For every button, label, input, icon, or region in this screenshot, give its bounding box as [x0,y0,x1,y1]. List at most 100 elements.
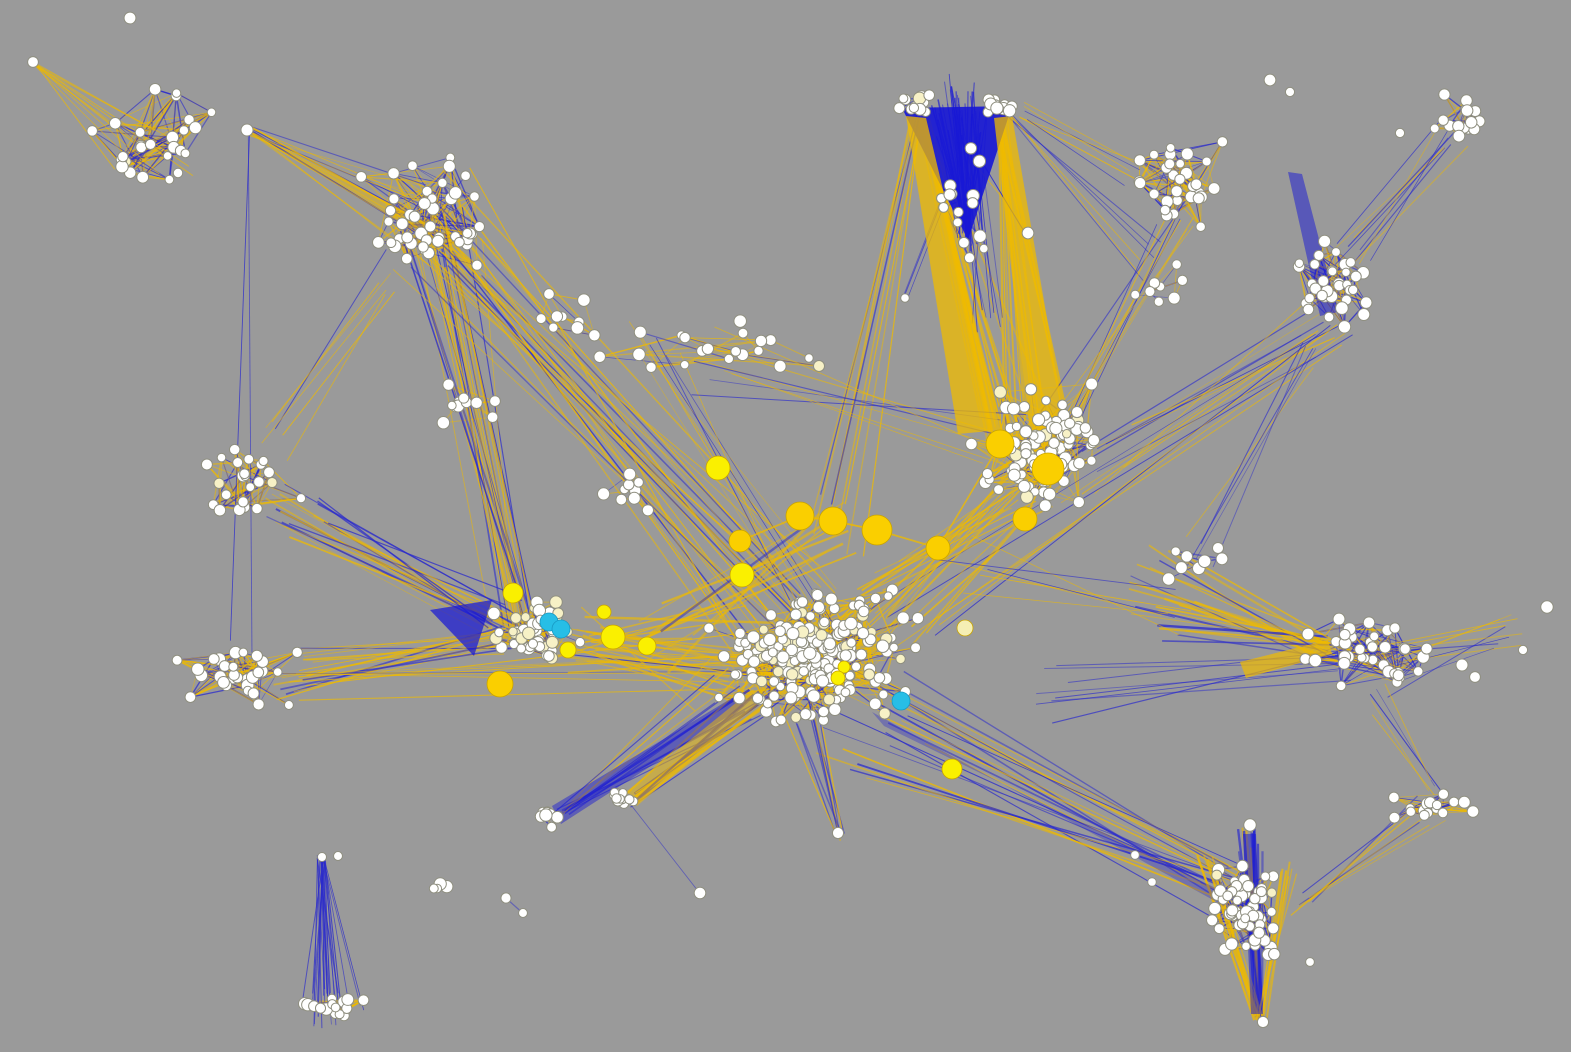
graph-node[interactable] [1197,554,1212,568]
graph-node[interactable] [164,174,175,185]
graph-node[interactable] [785,668,799,681]
graph-node[interactable] [958,236,970,249]
graph-node[interactable] [823,637,837,651]
graph-node[interactable] [1041,395,1051,406]
graph-node-highlight-gold[interactable] [861,514,893,546]
graph-node[interactable] [857,605,870,618]
graph-node[interactable] [804,353,814,363]
graph-node[interactable] [494,627,505,638]
graph-node[interactable] [518,908,528,918]
graph-node[interactable] [232,457,244,468]
graph-node[interactable] [458,392,470,404]
graph-node[interactable] [908,102,920,114]
graph-node-highlight-gold[interactable] [1012,506,1038,532]
graph-node[interactable] [796,596,809,608]
graph-node[interactable] [1070,406,1084,419]
graph-node[interactable] [765,609,777,622]
graph-node[interactable] [895,653,906,665]
graph-node[interactable] [1337,656,1351,670]
graph-node-highlight-lemon[interactable] [637,636,657,656]
graph-node[interactable] [437,177,448,189]
graph-node[interactable] [408,210,421,223]
graph-node[interactable] [622,478,635,491]
graph-node[interactable] [993,385,1007,399]
graph-node-highlight-cyan[interactable] [551,619,571,639]
graph-node[interactable] [1195,221,1206,232]
graph-node[interactable] [1165,143,1176,153]
graph-node[interactable] [548,322,559,333]
graph-node[interactable] [1317,275,1330,287]
graph-node[interactable] [1002,104,1017,118]
graph-node[interactable] [1057,399,1068,411]
graph-node[interactable] [1174,173,1186,185]
graph-node[interactable] [217,676,230,689]
graph-node[interactable] [574,637,586,648]
graph-node[interactable] [1517,644,1529,656]
graph-node[interactable] [869,592,882,605]
graph-node[interactable] [1266,887,1277,898]
graph-node[interactable] [1232,895,1243,906]
graph-node[interactable] [1350,270,1362,283]
graph-node[interactable] [1540,600,1554,614]
graph-node[interactable] [733,314,747,328]
graph-node[interactable] [1263,73,1277,87]
graph-node[interactable] [993,484,1005,495]
graph-node[interactable] [1147,877,1157,887]
graph-node[interactable] [253,476,265,488]
graph-node[interactable] [943,188,956,201]
graph-node[interactable] [266,476,278,489]
graph-node[interactable] [172,167,184,179]
graph-node[interactable] [1038,499,1052,513]
graph-node[interactable] [171,654,183,666]
graph-node[interactable] [1268,947,1281,961]
graph-node[interactable] [972,154,987,168]
graph-node[interactable] [855,648,868,661]
graph-node[interactable] [1345,257,1356,268]
graph-node[interactable] [734,627,746,639]
graph-node[interactable] [1213,923,1225,935]
graph-node[interactable] [896,611,910,625]
graph-node[interactable] [330,1002,341,1013]
graph-node[interactable] [1207,182,1221,195]
graph-node[interactable] [263,466,275,479]
graph-node[interactable] [1431,799,1443,811]
graph-node-highlight-lemon[interactable] [502,582,524,604]
graph-node[interactable] [500,892,512,904]
graph-node[interactable] [1338,628,1351,641]
graph-node[interactable] [471,259,483,271]
graph-node[interactable] [803,646,817,660]
graph-node[interactable] [755,675,768,688]
graph-node[interactable] [383,216,394,227]
graph-node[interactable] [1399,643,1411,655]
graph-node-highlight-lemon[interactable] [941,758,963,780]
graph-node[interactable] [428,883,439,894]
graph-node[interactable] [817,705,830,718]
graph-node[interactable] [952,217,963,228]
graph-node[interactable] [953,206,964,218]
graph-node[interactable] [355,170,368,183]
graph-node[interactable] [252,666,265,679]
graph-node[interactable] [746,630,761,644]
graph-node[interactable] [973,229,987,243]
graph-node[interactable] [1215,552,1229,566]
graph-node[interactable] [1457,795,1471,809]
graph-node[interactable] [543,650,555,662]
graph-node[interactable] [773,359,787,373]
graph-node[interactable] [799,708,812,721]
graph-node[interactable] [851,661,862,672]
graph-node[interactable] [1241,941,1251,951]
graph-node[interactable] [1304,292,1315,304]
graph-node[interactable] [1455,658,1469,672]
graph-node[interactable] [291,646,303,659]
graph-node[interactable] [1079,422,1092,434]
graph-node[interactable] [1167,291,1181,305]
graph-node[interactable] [815,628,828,642]
graph-node-highlight-gold[interactable] [985,429,1015,459]
graph-node-highlight-lemon[interactable] [729,562,755,588]
graph-node[interactable] [486,411,499,424]
graph-node[interactable] [1133,176,1147,190]
graph-node[interactable] [812,359,826,373]
graph-node[interactable] [1176,274,1189,286]
graph-node[interactable] [1201,156,1212,167]
graph-node[interactable] [388,193,400,205]
